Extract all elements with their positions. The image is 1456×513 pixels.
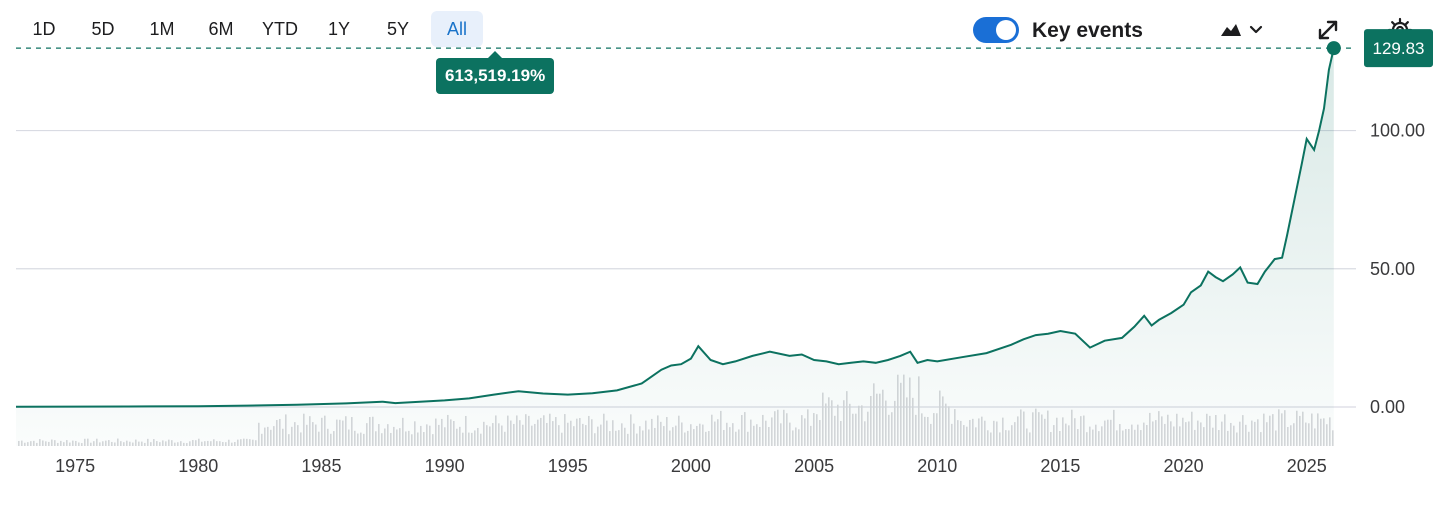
percent-change-badge: 613,519.19% xyxy=(436,51,555,94)
expand-icon xyxy=(1318,20,1338,40)
chevron-down-icon xyxy=(1249,25,1263,34)
y-tick-label: 100.00 xyxy=(1370,121,1425,141)
price-area xyxy=(16,48,1334,446)
gear-icon xyxy=(1387,17,1413,43)
y-tick-label: 50.00 xyxy=(1370,259,1415,279)
range-ytd-button[interactable]: YTD xyxy=(262,18,298,39)
toggle-knob xyxy=(996,20,1016,40)
x-tick-label: 1990 xyxy=(425,456,465,476)
range-5y-button[interactable]: 5Y xyxy=(386,18,410,39)
x-tick-label: 2000 xyxy=(671,456,711,476)
volume-bars xyxy=(18,374,1334,446)
range-1y-button[interactable]: 1Y xyxy=(327,18,351,39)
settings-button[interactable] xyxy=(1386,16,1414,44)
range-all-button[interactable]: All xyxy=(431,11,483,47)
x-tick-label: 2020 xyxy=(1164,456,1204,476)
x-tick-label: 2010 xyxy=(917,456,957,476)
range-1m-button[interactable]: 1M xyxy=(149,18,175,39)
x-tick-label: 2005 xyxy=(794,456,834,476)
range-5d-button[interactable]: 5D xyxy=(91,18,115,39)
x-tick-label: 1985 xyxy=(301,456,341,476)
key-events-label: Key events xyxy=(1032,19,1143,42)
price-line xyxy=(15,47,1335,408)
x-tick-label: 2025 xyxy=(1287,456,1327,476)
x-tick-label: 1980 xyxy=(178,456,218,476)
expand-button[interactable] xyxy=(1314,16,1342,44)
x-tick-label: 2015 xyxy=(1040,456,1080,476)
range-1d-button[interactable]: 1D xyxy=(32,18,56,39)
range-6m-button[interactable]: 6M xyxy=(208,18,234,39)
range-selector: 1D 5D 1M 6M YTD 1Y 5Y All xyxy=(18,10,490,48)
mountain-chart-icon xyxy=(1221,24,1263,36)
x-tick-label: 1995 xyxy=(548,456,588,476)
x-tick-label: 1975 xyxy=(55,456,95,476)
y-tick-label: 0.00 xyxy=(1370,397,1405,417)
chart-type-button[interactable] xyxy=(1218,18,1266,42)
key-events-toggle[interactable] xyxy=(973,17,1019,43)
